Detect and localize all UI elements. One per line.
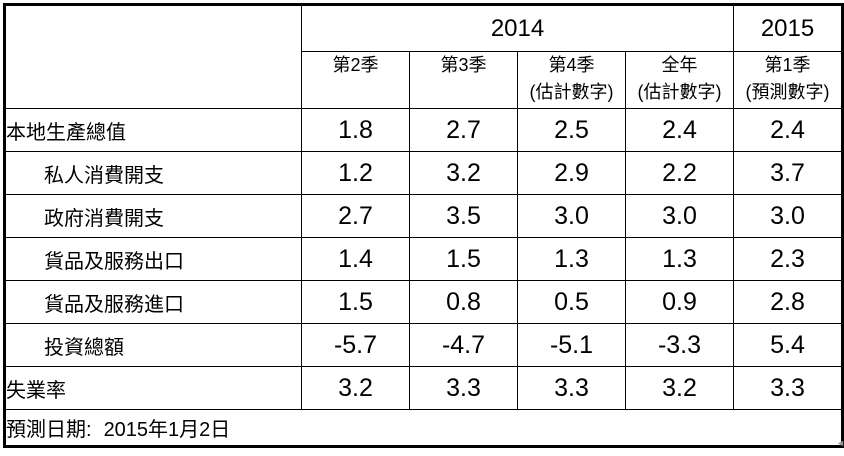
data-cell: 1.5	[409, 237, 518, 281]
data-cell: 1.3	[517, 237, 626, 281]
forecast-date-row: 預測日期: 2015年1月2日	[3, 409, 844, 447]
quarter-header-q1-2015: 第1季 (預測數字)	[733, 51, 844, 109]
data-cell: 3.3	[409, 366, 518, 410]
year-header-2015: 2015	[733, 4, 844, 52]
data-cell: -5.1	[517, 323, 626, 367]
data-cell: 2.8	[733, 280, 844, 324]
data-cell: 3.0	[517, 194, 626, 238]
data-cell: 2.4	[624, 108, 735, 152]
data-cell: 3.2	[301, 366, 410, 410]
data-cell: 2.2	[624, 151, 735, 195]
data-cell: 1.4	[301, 237, 410, 281]
row-label: 私人消費開支	[4, 151, 302, 195]
data-cell: -5.7	[301, 323, 410, 367]
forecast-date-label: 預測日期:	[6, 419, 92, 441]
data-cell: 1.5	[301, 280, 410, 324]
forecast-date-cell: 預測日期: 2015年1月2日	[3, 409, 844, 447]
data-cell: 3.5	[409, 194, 518, 238]
quarter-header-line1: 全年	[661, 55, 698, 75]
data-cell: 1.8	[301, 108, 410, 152]
table-row: 政府消費開支 2.7 3.5 3.0 3.0 3.0	[4, 194, 844, 238]
table-row: 本地生產總值 1.8 2.7 2.5 2.4 2.4	[4, 108, 844, 152]
row-label: 政府消費開支	[4, 194, 302, 238]
data-cell: 3.3	[517, 366, 626, 410]
data-cell: 1.3	[624, 237, 735, 281]
row-label: 貨品及服務出口	[4, 237, 302, 281]
quarter-header-line2: (估計數字)	[529, 82, 614, 102]
data-cell: 0.5	[517, 280, 626, 324]
data-cell: 3.2	[409, 151, 518, 195]
data-cell: 1.2	[301, 151, 410, 195]
quarter-header-line1: 第3季	[440, 55, 487, 75]
quarter-header-q3: 第3季	[409, 51, 518, 109]
corner-cell	[4, 4, 302, 109]
data-cell: 2.7	[409, 108, 518, 152]
data-cell: 2.4	[733, 108, 844, 152]
forecast-date-value: 2015年1月2日	[103, 419, 231, 441]
year-header-2014: 2014	[300, 4, 735, 52]
table-row: 貨品及服務出口 1.4 1.5 1.3 1.3 2.3	[4, 237, 844, 281]
table-resize-handle-icon: ◄	[836, 438, 844, 448]
data-cell: 3.0	[624, 194, 735, 238]
quarter-header-fullyear: 全年 (估計數字)	[624, 51, 735, 109]
forecast-table: 2014 2015 第2季 第3季 第4季 (估計數字) 全年 (估計數字) 第…	[3, 3, 844, 448]
data-cell: 0.8	[409, 280, 518, 324]
quarter-header-q2: 第2季	[301, 51, 410, 109]
table-row: 私人消費開支 1.2 3.2 2.9 2.2 3.7	[4, 151, 844, 195]
table-row: 投資總額 -5.7 -4.7 -5.1 -3.3 5.4	[4, 323, 844, 367]
row-label: 投資總額	[4, 323, 302, 367]
quarter-header-line2: (預測數字)	[745, 82, 830, 102]
quarter-header-q4: 第4季 (估計數字)	[517, 51, 626, 109]
data-cell: 3.3	[733, 366, 844, 410]
data-cell: 0.9	[624, 280, 735, 324]
quarter-header-line2: (估計數字)	[637, 82, 722, 102]
quarter-header-line1: 第4季	[548, 55, 595, 75]
data-cell: -4.7	[409, 323, 518, 367]
row-label: 失業率	[4, 366, 302, 410]
quarter-header-line1: 第1季	[764, 55, 811, 75]
table-row: 貨品及服務進口 1.5 0.8 0.5 0.9 2.8	[4, 280, 844, 324]
data-cell: 5.4	[733, 323, 844, 367]
table-row: 失業率 3.2 3.3 3.3 3.2 3.3	[4, 366, 844, 410]
data-cell: 2.9	[517, 151, 626, 195]
data-cell: 3.2	[624, 366, 735, 410]
row-label: 本地生產總值	[4, 108, 302, 152]
data-cell: 2.7	[301, 194, 410, 238]
data-cell: 2.5	[517, 108, 626, 152]
data-cell: 3.0	[733, 194, 844, 238]
row-label: 貨品及服務進口	[4, 280, 302, 324]
data-cell: -3.3	[624, 323, 735, 367]
quarter-header-line1: 第2季	[332, 55, 379, 75]
data-cell: 3.7	[733, 151, 844, 195]
data-cell: 2.3	[733, 237, 844, 281]
